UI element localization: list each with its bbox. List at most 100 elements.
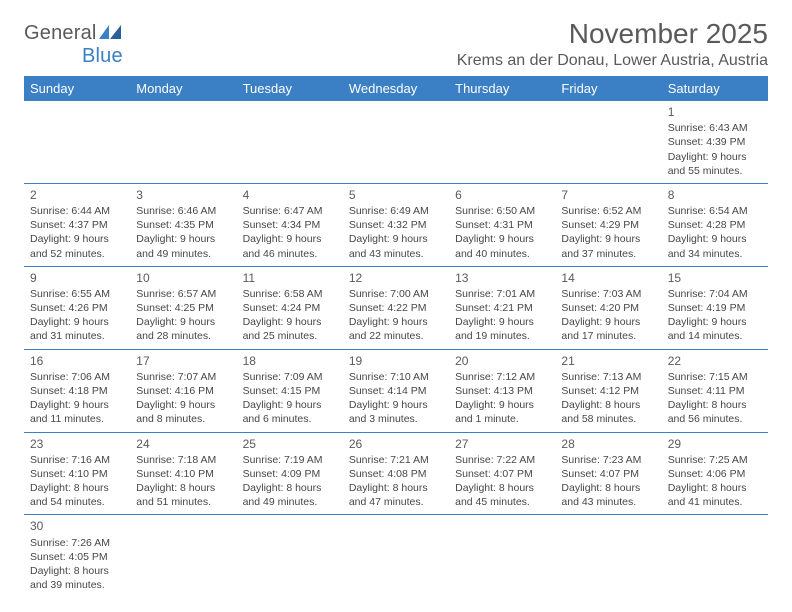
day-number: 9 <box>30 270 124 286</box>
calendar-cell: 20Sunrise: 7:12 AMSunset: 4:13 PMDayligh… <box>449 349 555 432</box>
location: Krems an der Donau, Lower Austria, Austr… <box>457 52 768 70</box>
day2-text: and 51 minutes. <box>136 495 230 509</box>
day1-text: Daylight: 9 hours <box>136 232 230 246</box>
calendar-cell <box>662 515 768 597</box>
sunset-text: Sunset: 4:07 PM <box>455 467 549 481</box>
day-number: 19 <box>349 353 443 369</box>
sunset-text: Sunset: 4:20 PM <box>561 301 655 315</box>
calendar-cell <box>555 101 661 183</box>
calendar-cell: 28Sunrise: 7:23 AMSunset: 4:07 PMDayligh… <box>555 432 661 515</box>
month-title: November 2025 <box>457 18 768 50</box>
day2-text: and 49 minutes. <box>136 247 230 261</box>
day-number: 26 <box>349 436 443 452</box>
day2-text: and 46 minutes. <box>243 247 337 261</box>
logo-general: General <box>24 22 97 44</box>
sunset-text: Sunset: 4:13 PM <box>455 384 549 398</box>
sunrise-text: Sunrise: 7:13 AM <box>561 370 655 384</box>
day-number: 2 <box>30 187 124 203</box>
sunrise-text: Sunrise: 7:07 AM <box>136 370 230 384</box>
day1-text: Daylight: 9 hours <box>668 232 762 246</box>
sunset-text: Sunset: 4:22 PM <box>349 301 443 315</box>
day-number: 25 <box>243 436 337 452</box>
calendar-cell: 11Sunrise: 6:58 AMSunset: 4:24 PMDayligh… <box>237 266 343 349</box>
day-header: Thursday <box>449 76 555 101</box>
day-number: 18 <box>243 353 337 369</box>
day-number: 13 <box>455 270 549 286</box>
sunset-text: Sunset: 4:10 PM <box>136 467 230 481</box>
day-number: 20 <box>455 353 549 369</box>
sunset-text: Sunset: 4:39 PM <box>668 135 762 149</box>
day2-text: and 6 minutes. <box>243 412 337 426</box>
sunset-text: Sunset: 4:24 PM <box>243 301 337 315</box>
sunrise-text: Sunrise: 7:03 AM <box>561 287 655 301</box>
calendar-cell: 23Sunrise: 7:16 AMSunset: 4:10 PMDayligh… <box>24 432 130 515</box>
day2-text: and 54 minutes. <box>30 495 124 509</box>
sunrise-text: Sunrise: 7:06 AM <box>30 370 124 384</box>
sunset-text: Sunset: 4:18 PM <box>30 384 124 398</box>
calendar-cell: 21Sunrise: 7:13 AMSunset: 4:12 PMDayligh… <box>555 349 661 432</box>
calendar-cell: 26Sunrise: 7:21 AMSunset: 4:08 PMDayligh… <box>343 432 449 515</box>
calendar-cell: 30Sunrise: 7:26 AMSunset: 4:05 PMDayligh… <box>24 515 130 597</box>
sunset-text: Sunset: 4:26 PM <box>30 301 124 315</box>
day-number: 29 <box>668 436 762 452</box>
day-number: 16 <box>30 353 124 369</box>
sunrise-text: Sunrise: 7:04 AM <box>668 287 762 301</box>
logo-blue: Blue <box>82 45 123 67</box>
day-header: Monday <box>130 76 236 101</box>
sunset-text: Sunset: 4:05 PM <box>30 550 124 564</box>
day-number: 17 <box>136 353 230 369</box>
day2-text: and 52 minutes. <box>30 247 124 261</box>
sunrise-text: Sunrise: 6:54 AM <box>668 204 762 218</box>
calendar-cell <box>237 101 343 183</box>
sunrise-text: Sunrise: 7:16 AM <box>30 453 124 467</box>
day-number: 10 <box>136 270 230 286</box>
flag-icon <box>99 22 121 44</box>
day-number: 15 <box>668 270 762 286</box>
sunset-text: Sunset: 4:31 PM <box>455 218 549 232</box>
calendar-cell: 4Sunrise: 6:47 AMSunset: 4:34 PMDaylight… <box>237 183 343 266</box>
calendar-cell: 5Sunrise: 6:49 AMSunset: 4:32 PMDaylight… <box>343 183 449 266</box>
day1-text: Daylight: 9 hours <box>455 398 549 412</box>
day2-text: and 56 minutes. <box>668 412 762 426</box>
day2-text: and 17 minutes. <box>561 329 655 343</box>
sunset-text: Sunset: 4:09 PM <box>243 467 337 481</box>
calendar-cell: 1Sunrise: 6:43 AMSunset: 4:39 PMDaylight… <box>662 101 768 183</box>
sunset-text: Sunset: 4:10 PM <box>30 467 124 481</box>
day-number: 1 <box>668 104 762 120</box>
day1-text: Daylight: 8 hours <box>561 398 655 412</box>
calendar-cell <box>343 515 449 597</box>
day1-text: Daylight: 9 hours <box>30 398 124 412</box>
day-number: 3 <box>136 187 230 203</box>
sunset-text: Sunset: 4:14 PM <box>349 384 443 398</box>
day1-text: Daylight: 8 hours <box>30 564 124 578</box>
day2-text: and 55 minutes. <box>668 164 762 178</box>
day1-text: Daylight: 9 hours <box>30 232 124 246</box>
calendar-cell: 29Sunrise: 7:25 AMSunset: 4:06 PMDayligh… <box>662 432 768 515</box>
day2-text: and 31 minutes. <box>30 329 124 343</box>
day1-text: Daylight: 9 hours <box>243 232 337 246</box>
sunset-text: Sunset: 4:29 PM <box>561 218 655 232</box>
calendar-cell: 27Sunrise: 7:22 AMSunset: 4:07 PMDayligh… <box>449 432 555 515</box>
sunset-text: Sunset: 4:08 PM <box>349 467 443 481</box>
day-number: 24 <box>136 436 230 452</box>
day2-text: and 3 minutes. <box>349 412 443 426</box>
day-number: 21 <box>561 353 655 369</box>
calendar-cell: 7Sunrise: 6:52 AMSunset: 4:29 PMDaylight… <box>555 183 661 266</box>
day1-text: Daylight: 8 hours <box>136 481 230 495</box>
day1-text: Daylight: 9 hours <box>349 398 443 412</box>
calendar-cell: 25Sunrise: 7:19 AMSunset: 4:09 PMDayligh… <box>237 432 343 515</box>
sunset-text: Sunset: 4:06 PM <box>668 467 762 481</box>
sunrise-text: Sunrise: 7:25 AM <box>668 453 762 467</box>
day1-text: Daylight: 8 hours <box>561 481 655 495</box>
day1-text: Daylight: 9 hours <box>349 315 443 329</box>
sunset-text: Sunset: 4:37 PM <box>30 218 124 232</box>
day2-text: and 34 minutes. <box>668 247 762 261</box>
day-number: 7 <box>561 187 655 203</box>
calendar-cell <box>343 101 449 183</box>
header: General Blue November 2025 Krems an der … <box>24 18 768 70</box>
day2-text: and 22 minutes. <box>349 329 443 343</box>
sunset-text: Sunset: 4:21 PM <box>455 301 549 315</box>
calendar: SundayMondayTuesdayWednesdayThursdayFrid… <box>24 76 768 597</box>
sunrise-text: Sunrise: 7:26 AM <box>30 536 124 550</box>
day-header: Saturday <box>662 76 768 101</box>
